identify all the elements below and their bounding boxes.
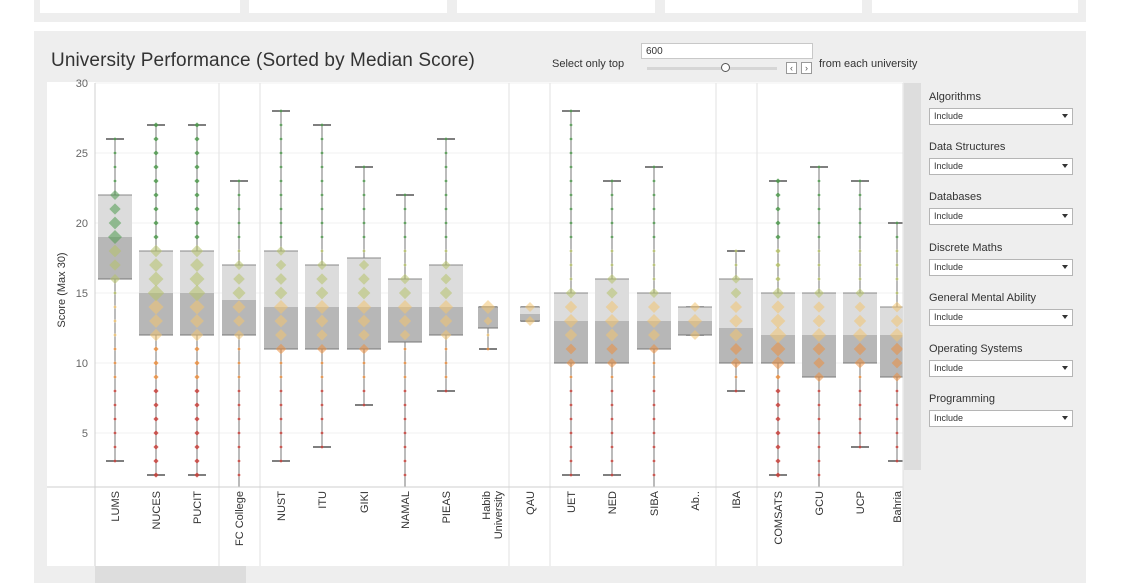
- top-cards-strip: [34, 0, 1086, 22]
- filter-label: General Mental Ability: [929, 292, 1036, 304]
- filter-value: Include: [934, 363, 964, 373]
- chevron-left-icon: ‹: [790, 63, 793, 73]
- filter-value: Include: [934, 111, 964, 121]
- top-card: [249, 0, 447, 13]
- top-card: [665, 0, 862, 13]
- horizontal-scrollbar[interactable]: [95, 566, 246, 583]
- chevron-down-icon: [1062, 214, 1068, 218]
- chart-panel: [47, 82, 903, 566]
- filter-dropdown[interactable]: Include: [929, 259, 1073, 276]
- vertical-scrollbar[interactable]: [904, 83, 921, 470]
- chevron-down-icon: [1062, 265, 1068, 269]
- filter-dropdown[interactable]: Include: [929, 410, 1073, 427]
- top-value-input[interactable]: 600: [641, 43, 813, 59]
- filter-value: Include: [934, 262, 964, 272]
- chevron-down-icon: [1062, 366, 1068, 370]
- chevron-down-icon: [1062, 416, 1068, 420]
- filter-value: Include: [934, 312, 964, 322]
- filter-algorithms: Algorithms Include: [929, 90, 1075, 125]
- top-card: [457, 0, 655, 13]
- increment-button[interactable]: ›: [801, 62, 812, 74]
- chevron-down-icon: [1062, 315, 1068, 319]
- chart-title: University Performance (Sorted by Median…: [51, 50, 475, 71]
- filter-value: Include: [934, 413, 964, 423]
- chevron-down-icon: [1062, 114, 1068, 118]
- filter-programming: Programming Include: [929, 392, 1075, 427]
- filter-label: Discrete Maths: [929, 242, 1003, 254]
- filter-discrete-maths: Discrete Maths Include: [929, 241, 1075, 276]
- top-card: [40, 0, 240, 13]
- filter-dropdown[interactable]: Include: [929, 108, 1073, 125]
- chevron-down-icon: [1062, 164, 1068, 168]
- slider-thumb[interactable]: [721, 63, 730, 72]
- filter-dropdown[interactable]: Include: [929, 360, 1073, 377]
- filter-operating-systems: Operating Systems Include: [929, 342, 1075, 377]
- select-top-label: Select only top: [552, 58, 625, 70]
- filter-data-structures: Data Structures Include: [929, 140, 1075, 175]
- top-card: [872, 0, 1078, 13]
- filter-value: Include: [934, 211, 964, 221]
- filter-value: Include: [934, 161, 964, 171]
- chevron-right-icon: ›: [805, 63, 808, 73]
- filter-dropdown[interactable]: Include: [929, 208, 1073, 225]
- from-each-label: from each university: [819, 58, 918, 70]
- filter-dropdown[interactable]: Include: [929, 309, 1073, 326]
- top-value-slider[interactable]: [647, 67, 777, 70]
- filter-label: Operating Systems: [929, 343, 1023, 355]
- filter-label: Algorithms: [929, 91, 981, 103]
- filter-label: Databases: [929, 191, 982, 203]
- filter-general-mental-ability: General Mental Ability Include: [929, 291, 1075, 326]
- filter-dropdown[interactable]: Include: [929, 158, 1073, 175]
- filter-databases: Databases Include: [929, 190, 1075, 225]
- filter-label: Programming: [929, 393, 996, 405]
- decrement-button[interactable]: ‹: [786, 62, 797, 74]
- filter-label: Data Structures: [929, 141, 1006, 153]
